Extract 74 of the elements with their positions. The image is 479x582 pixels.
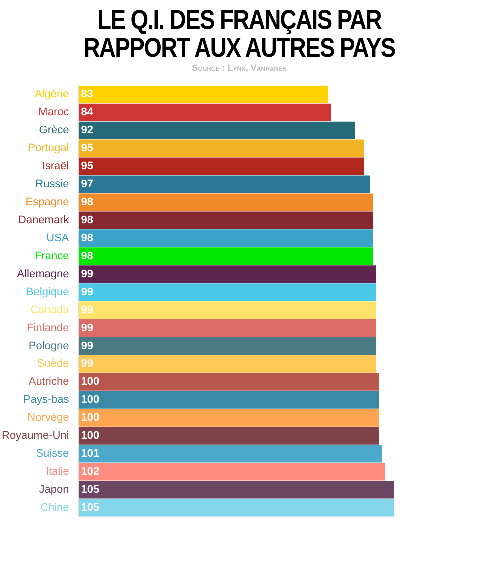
y-tick-label: Canada <box>30 304 70 316</box>
data-label: 97 <box>81 178 94 190</box>
bar <box>79 391 380 409</box>
data-label: 100 <box>81 430 100 442</box>
bar <box>79 320 376 337</box>
bar <box>79 499 394 517</box>
y-tick-label: Suède <box>37 358 70 370</box>
chart-subtitle: Source : Lynn, Vanhanen <box>191 63 288 75</box>
data-label: 99 <box>81 304 94 316</box>
data-label: 99 <box>81 268 94 280</box>
bar <box>79 212 374 230</box>
y-tick-label: Espagne <box>26 196 70 208</box>
bar <box>79 122 356 140</box>
data-label: 98 <box>81 250 94 262</box>
bar <box>79 302 376 320</box>
bar <box>79 284 376 302</box>
data-label: 99 <box>81 358 94 370</box>
y-tick-label: Autriche <box>28 376 70 388</box>
data-label: 100 <box>81 394 100 406</box>
bar <box>79 248 374 266</box>
data-label: 101 <box>81 448 100 460</box>
data-label: 100 <box>81 412 100 424</box>
data-label: 98 <box>81 232 94 244</box>
bar <box>79 355 376 373</box>
bar <box>79 104 332 122</box>
bar <box>79 338 376 355</box>
data-label: 99 <box>81 286 94 298</box>
y-tick-label: Finlande <box>27 322 70 334</box>
data-label: 105 <box>81 484 100 496</box>
bar <box>79 445 382 463</box>
y-tick-label: Belgique <box>26 286 70 298</box>
y-tick-label: Norvège <box>28 412 70 424</box>
bar <box>79 176 370 194</box>
data-label: 98 <box>81 196 94 208</box>
data-label: 98 <box>81 214 94 226</box>
y-tick-label: Maroc <box>38 106 70 119</box>
y-tick-label: Grèce <box>39 124 70 137</box>
bar <box>79 427 380 445</box>
y-tick-label: Pologne <box>28 340 70 352</box>
data-label: 105 <box>81 502 100 514</box>
bar <box>79 86 328 104</box>
data-label: 92 <box>81 124 94 137</box>
bar <box>79 266 376 284</box>
y-tick-label: Suisse <box>36 448 70 460</box>
y-tick-label: Algérie <box>34 88 70 101</box>
chart-title: LE Q.I. DES FRANÇAIS PAR RAPPORT AUX AUTRES PAYS <box>82 5 396 63</box>
bar <box>79 409 380 427</box>
data-label: 99 <box>81 340 94 352</box>
y-tick-label: Portugal <box>28 142 70 155</box>
bar <box>79 463 386 481</box>
y-tick-label: Russie <box>36 178 70 190</box>
data-label: 99 <box>81 322 94 334</box>
data-label: 84 <box>81 106 94 119</box>
y-tick-label: Allemagne <box>17 268 70 280</box>
y-tick-label: Chine <box>40 502 70 514</box>
y-tick-label: Japon <box>39 484 70 496</box>
y-tick-label: Danemark <box>18 214 70 226</box>
data-label: 95 <box>81 142 94 155</box>
bar <box>79 481 394 499</box>
bar <box>79 230 374 248</box>
data-label: 102 <box>81 466 100 478</box>
data-label: 83 <box>81 88 94 101</box>
y-tick-label: France <box>34 250 70 262</box>
data-label: 100 <box>81 376 100 388</box>
y-tick-label: Israël <box>42 160 70 173</box>
y-tick-label: Royaume-Uni <box>2 430 70 442</box>
bar <box>79 140 364 158</box>
y-tick-label: USA <box>46 232 70 244</box>
bar <box>79 194 374 212</box>
y-tick-label: Italie <box>46 466 70 478</box>
data-label: 95 <box>81 160 94 173</box>
bar <box>79 373 380 391</box>
bar <box>79 158 364 176</box>
y-tick-label: Pays-bas <box>23 394 70 406</box>
